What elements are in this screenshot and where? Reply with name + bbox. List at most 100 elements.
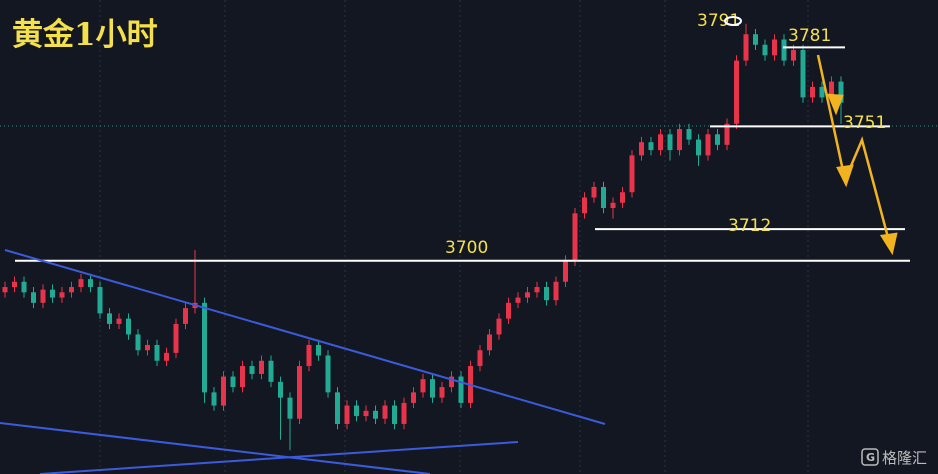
candle-body (78, 279, 84, 288)
candle-body (420, 379, 426, 393)
candles (2, 23, 844, 451)
candle-body (116, 318, 122, 324)
candle-body (126, 318, 131, 335)
candle-body (515, 297, 521, 303)
candle-body (582, 197, 587, 214)
candle-body (306, 344, 312, 367)
candle-body (240, 366, 245, 388)
candle-body (629, 155, 635, 193)
candle-body (449, 376, 454, 388)
candle-body (88, 279, 93, 288)
level-label: 3751 (843, 113, 886, 133)
candle-body (59, 292, 65, 298)
level-label: 3791 (697, 11, 740, 31)
arrowhead (827, 93, 844, 116)
candle-body (743, 34, 749, 61)
candle-body (211, 392, 217, 406)
candle-body (363, 410, 369, 417)
candle-body (667, 134, 673, 151)
candle-body (496, 318, 502, 335)
candle-body (154, 344, 160, 361)
candle-body (534, 287, 540, 293)
candle-body (31, 292, 36, 303)
watermark: 格隆汇 (882, 449, 927, 467)
trend-lines (0, 249, 606, 474)
top-marker (724, 16, 742, 26)
candle-body (696, 139, 701, 156)
logo-mark: G (866, 451, 875, 464)
candle-body (373, 410, 378, 419)
candle-body (648, 142, 654, 151)
candle-body (164, 352, 169, 361)
candle-body (40, 289, 46, 303)
candle-body (145, 344, 150, 351)
candle-body (791, 50, 796, 61)
candle-body (287, 397, 293, 419)
candle-body (734, 60, 739, 124)
candle-body (221, 376, 226, 406)
candle-body (2, 287, 8, 293)
candle-body (591, 186, 597, 198)
candle-body (715, 134, 720, 145)
candle-body (259, 360, 264, 374)
candle-body (658, 134, 663, 151)
candle-body (183, 308, 188, 324)
candle-body (753, 34, 758, 45)
candle-body (325, 355, 331, 393)
candle-body (810, 86, 815, 98)
candle-body (392, 405, 397, 424)
candle-body (439, 387, 445, 398)
candle-body (344, 405, 350, 424)
candle-body (401, 402, 407, 424)
candle-body (772, 39, 777, 56)
candle-body (97, 287, 103, 314)
candle-body (249, 366, 255, 374)
candle-body (553, 281, 559, 301)
candle-body (458, 376, 464, 403)
candle-body (297, 366, 302, 419)
candle-body (173, 323, 179, 353)
candle-body (762, 44, 768, 56)
trend-line (0, 422, 431, 474)
candle-body (50, 289, 55, 298)
candle-body (506, 302, 511, 319)
candle-body (107, 313, 112, 324)
candle-body (819, 86, 825, 98)
candle-body (202, 302, 207, 393)
candle-body (639, 142, 644, 156)
level-label: 3700 (445, 238, 488, 258)
candle-body (829, 81, 834, 98)
arrowhead (836, 164, 854, 188)
candle-body (69, 287, 74, 293)
candle-body (12, 281, 17, 288)
levels: 3791 3781 3751 3712 3700 (15, 11, 910, 262)
candle-body (135, 334, 141, 351)
logo (861, 448, 879, 466)
candle-body (572, 213, 578, 261)
candle-body (278, 381, 283, 398)
candle-body (21, 281, 27, 293)
candle-body (487, 334, 492, 351)
candle-body (800, 50, 806, 98)
candle-body (544, 287, 549, 301)
grid (99, 0, 809, 474)
candle-body (838, 81, 844, 103)
level-label: 3781 (788, 26, 831, 46)
candle-body (724, 123, 730, 145)
level-label: 3712 (728, 216, 771, 236)
candle-body (335, 392, 340, 424)
candle-body (382, 405, 388, 419)
candle-body (354, 405, 359, 417)
candle-body (411, 392, 416, 403)
arrow-path (816, 54, 892, 246)
trend-line (39, 441, 519, 474)
candle-body (601, 186, 606, 209)
candle-body (686, 129, 692, 140)
chart-title: 黄金1小时 (12, 17, 158, 53)
candle-body (525, 292, 530, 298)
candle-body (230, 376, 236, 388)
candle-body (563, 260, 568, 282)
arrowhead (879, 232, 898, 256)
candle-body (620, 192, 625, 203)
candle-body (705, 134, 711, 156)
